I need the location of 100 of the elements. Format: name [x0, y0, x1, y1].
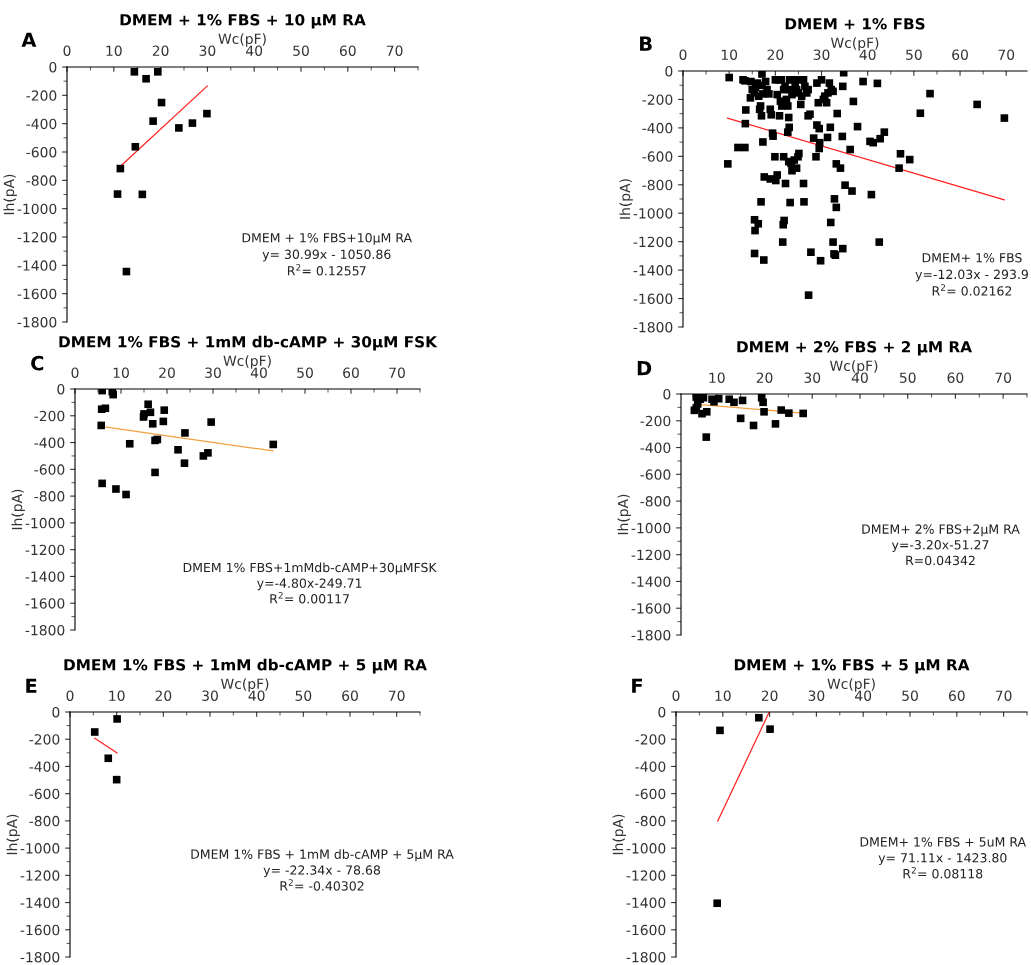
y-tick-label: -1400: [631, 576, 671, 587]
annotation: DMEM+ 1% FBS: [922, 252, 1022, 263]
y-tick-label: -800: [640, 496, 671, 507]
x-tick-label: 20: [761, 690, 778, 701]
y-tick-label: -1200: [631, 549, 671, 561]
y-tick-label: -1400: [626, 897, 666, 909]
x-tick-label: 70: [386, 45, 403, 56]
x-tick-label: 0: [71, 367, 79, 378]
y-tick-label: 0: [663, 388, 671, 400]
chart-title: DMEM + 1% FBS + 5 µM RA: [734, 658, 970, 674]
y-tick-label: -1400: [17, 260, 57, 271]
x-tick-label: 40: [859, 49, 876, 60]
annotation: R$^{2}$= -0.40302: [280, 879, 364, 891]
text: D: [637, 361, 652, 376]
y-tick-label: 0: [52, 706, 60, 718]
x-tick-label: 20: [155, 690, 172, 701]
chart-title: DMEM + 2% FBS + 2 µM RA: [737, 340, 972, 356]
annotation: DMEM 1% FBS + 1mM db-cAMP + 5µM RA: [191, 849, 454, 862]
x-tick-label: 50: [295, 690, 312, 701]
y-tick-label: -600: [635, 788, 666, 800]
y-tick-label: -1600: [626, 924, 666, 936]
x-axis-title: Wc(pF): [827, 678, 875, 692]
y-tick-label: -1400: [633, 265, 673, 276]
y-tick-label: -600: [642, 151, 673, 162]
y-tick-label: -200: [29, 734, 60, 745]
x-tick-label: 60: [342, 690, 358, 701]
x-tick-label: 40: [855, 690, 872, 701]
y-tick-label: -200: [34, 410, 65, 422]
annotation: DMEM 1% FBS+1mMdb-cAMP+30µMFSK: [183, 562, 437, 575]
y-tick-label: -400: [29, 761, 60, 772]
x-tick-label: 40: [250, 367, 267, 378]
annotation: R$^{2}$= 0.00117: [270, 591, 349, 604]
x-tick-label: 70: [995, 372, 1012, 383]
y-tick-label: -1200: [20, 870, 60, 881]
y-tick-label: -800: [34, 491, 65, 502]
y-tick-label: -400: [642, 122, 673, 134]
y-tick-label: -1800: [631, 629, 671, 641]
y-tick-label: -600: [29, 788, 60, 800]
y-tick-label: -1600: [20, 924, 60, 936]
y-tick-label: -1200: [633, 236, 673, 248]
x-tick-label: 20: [159, 367, 175, 378]
x-tick-label: 50: [899, 372, 916, 383]
x-tick-label: 30: [199, 45, 216, 56]
x-tick-label: 40: [248, 690, 265, 701]
text: C: [31, 355, 44, 371]
annotation: DMEM + 1% FBS+10µM RA: [242, 232, 412, 245]
y-tick-label: -1800: [20, 951, 60, 963]
x-tick-label: 10: [109, 690, 125, 701]
x-tick-label: 60: [948, 690, 965, 701]
annotation: y= 30.99x - 1050.86: [262, 249, 391, 262]
annotation: R$^{2}$= 0.08118: [903, 866, 983, 879]
y-tick-label: -600: [34, 464, 65, 475]
x-axis-title: Wc(pF): [223, 355, 271, 369]
x-tick-label: 60: [952, 49, 968, 60]
y-tick-label: -200: [640, 415, 671, 427]
y-tick-label: -400: [34, 437, 65, 449]
y-tick-label: -1400: [20, 897, 60, 909]
x-axis-title: Wc(pF): [829, 360, 878, 374]
y-tick-label: -200: [642, 94, 673, 105]
x-tick-label: 70: [998, 49, 1015, 60]
annotation: DMEM+ 2% FBS+2µM RA: [862, 524, 1020, 537]
x-tick-label: 20: [767, 49, 784, 60]
x-tick-label: 30: [205, 367, 221, 378]
y-tick-label: -800: [642, 179, 673, 191]
y-tick-label: -400: [26, 118, 57, 130]
x-tick-label: 50: [293, 45, 309, 56]
y-tick-label: -1000: [633, 208, 673, 219]
y-tick-label: -1000: [626, 843, 666, 854]
y-tick-label: -200: [26, 90, 57, 101]
y-tick-label: 0: [665, 65, 673, 77]
y-tick-label: -1200: [626, 870, 666, 881]
x-tick-label: 0: [66, 690, 74, 701]
text: F: [632, 678, 643, 693]
x-axis-title: Wc(pF): [218, 33, 266, 47]
y-tick-label: -1800: [17, 316, 57, 328]
y-tick-label: -1200: [25, 544, 65, 556]
x-tick-label: 60: [947, 372, 964, 383]
y-tick-label: -200: [635, 734, 666, 745]
x-tick-label: 30: [202, 690, 218, 701]
y-tick-label: -1600: [633, 293, 673, 305]
annotation: y= 71.11x - 1423.80: [878, 853, 1007, 865]
y-axis-title: Ih(pA): [3, 174, 17, 215]
y-axis-title: Ih(pA): [6, 814, 20, 855]
x-tick-label: 50: [906, 49, 922, 60]
x-axis-title: Wc(pF): [220, 678, 269, 692]
x-tick-label: 10: [709, 372, 725, 383]
y-tick-label: 0: [57, 383, 65, 395]
annotation: y= -22.34x - 78.68: [263, 865, 381, 878]
x-tick-label: 70: [388, 690, 405, 701]
x-tick-label: 70: [995, 690, 1012, 701]
y-tick-label: -1000: [17, 203, 57, 215]
y-tick-label: -1600: [17, 288, 57, 300]
y-tick-label: -1800: [25, 624, 65, 636]
x-tick-label: 20: [756, 372, 773, 383]
x-tick-label: 50: [297, 367, 313, 378]
y-tick-label: -1000: [25, 517, 65, 529]
y-axis-title: Ih(pA): [619, 179, 633, 219]
annotation: DMEM+ 1% FBS + 5uM RA: [860, 837, 1026, 847]
x-tick-label: 30: [808, 690, 825, 701]
y-tick-label: -1000: [631, 522, 671, 534]
